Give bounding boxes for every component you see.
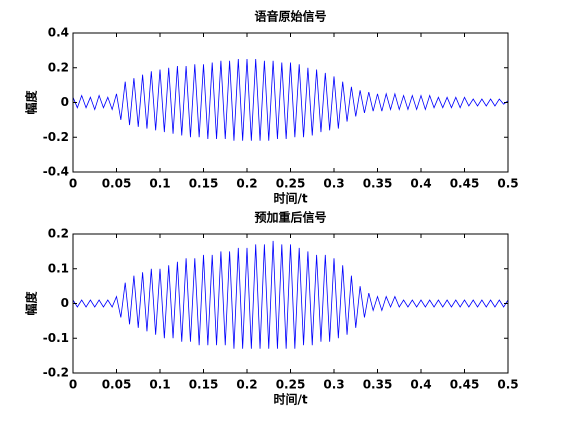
x-tick-label: 0.05: [102, 378, 132, 392]
x-tick-label: 0.2: [236, 177, 257, 191]
x-tick-label: 0.5: [497, 378, 518, 392]
axes-background: [73, 33, 508, 172]
y-tick-label: 0: [61, 296, 69, 310]
x-tick-label: 0.3: [323, 378, 344, 392]
x-tick-label: 0.4: [410, 378, 431, 392]
chart-title: 预加重后信号: [254, 210, 326, 225]
x-tick-label: 0: [69, 378, 77, 392]
x-tick-label: 0.35: [363, 177, 393, 191]
y-tick-label: 0.1: [48, 261, 69, 275]
x-tick-label: 0.25: [276, 177, 306, 191]
y-tick-label: -0.2: [43, 130, 69, 144]
x-tick-label: 0.25: [276, 378, 306, 392]
x-tick-label: 0.1: [149, 177, 170, 191]
x-tick-label: 0: [69, 177, 77, 191]
chart-title: 语音原始信号: [254, 9, 326, 24]
y-tick-label: 0: [61, 95, 69, 109]
y-tick-label: 0.2: [48, 60, 69, 74]
y-axis-label: 幅度: [24, 291, 39, 316]
x-tick-label: 0.1: [149, 378, 170, 392]
x-axis-label: 时间/t: [273, 191, 307, 206]
y-axis-label: 幅度: [24, 90, 39, 115]
x-tick-label: 0.2: [236, 378, 257, 392]
x-tick-label: 0.5: [497, 177, 518, 191]
x-tick-label: 0.4: [410, 177, 431, 191]
x-tick-label: 0.35: [363, 378, 393, 392]
x-tick-label: 0.05: [102, 177, 132, 191]
x-tick-label: 0.3: [323, 177, 344, 191]
y-tick-label: -0.2: [43, 366, 69, 380]
signal-line: [72, 59, 509, 141]
y-tick-label: -0.1: [43, 331, 69, 345]
x-tick-label: 0.45: [450, 378, 480, 392]
y-tick-label: 0.2: [48, 227, 69, 241]
x-tick-label: 0.15: [189, 177, 219, 191]
x-axis-label: 时间/t: [273, 392, 307, 407]
signal-line: [72, 240, 509, 349]
x-tick-label: 0.45: [450, 177, 480, 191]
y-tick-label: -0.4: [43, 165, 69, 179]
y-tick-label: 0.4: [48, 26, 69, 40]
axes-background: [73, 234, 508, 373]
x-tick-label: 0.15: [189, 378, 219, 392]
